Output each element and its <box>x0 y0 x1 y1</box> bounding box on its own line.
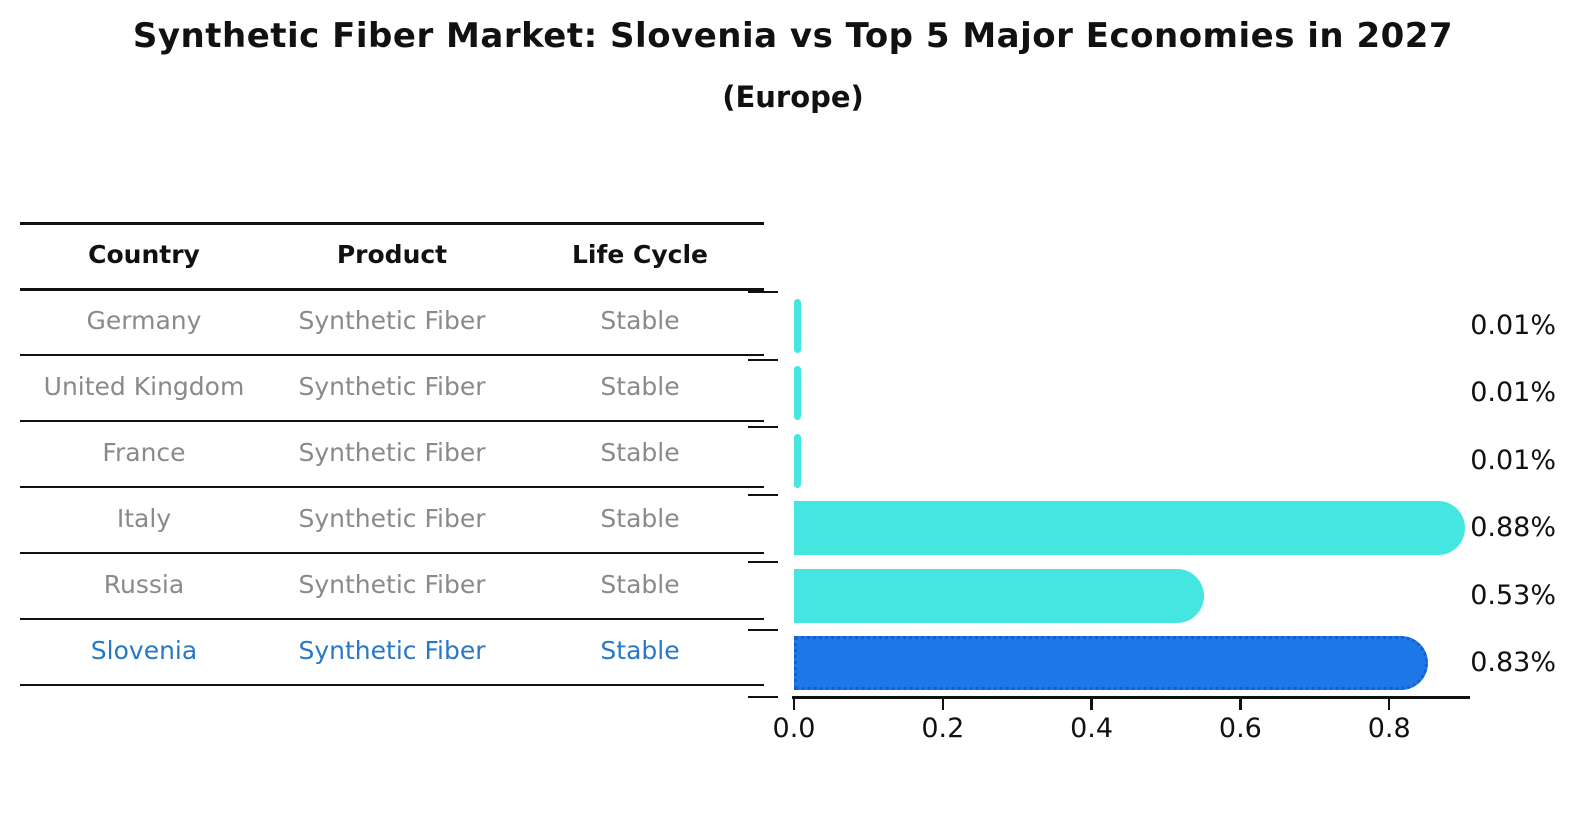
y-axis-tick <box>748 291 778 293</box>
bar-slovenia-highlighted <box>794 636 1428 691</box>
table-top-rule <box>20 222 764 225</box>
table-cell-product-united-kingdom: Synthetic Fiber <box>298 372 486 401</box>
table-row-rule <box>20 552 764 554</box>
table-cell-country-slovenia: Slovenia <box>90 636 198 665</box>
table-header-life-cycle: Life Cycle <box>571 240 709 269</box>
table-cell-life_cycle-france: Stable <box>600 438 680 467</box>
chart-subtitle: (Europe) <box>722 80 864 114</box>
table-cell-product-germany: Synthetic Fiber <box>298 306 486 335</box>
x-axis-tickmark <box>941 697 945 710</box>
table-bottom-rule <box>20 684 764 687</box>
bar-france <box>794 433 801 488</box>
x-axis-ticklabel: 0.8 <box>1367 713 1411 744</box>
table-cell-country-russia: Russia <box>103 570 185 599</box>
table-cell-country-italy: Italy <box>116 504 172 533</box>
chart-title: Synthetic Fiber Market: Slovenia vs Top … <box>132 16 1454 56</box>
x-axis-tickmark <box>1239 697 1242 710</box>
table-header-country: Country <box>88 240 200 269</box>
table-cell-product-russia: Synthetic Fiber <box>298 570 486 599</box>
x-axis-ticklabel: 0.2 <box>921 713 965 744</box>
x-axis-ticklabel: 0.0 <box>772 713 816 744</box>
x-axis-tickmark <box>1090 697 1093 710</box>
value-label-united-kingdom: 0.01% <box>1470 377 1556 409</box>
bar-germany <box>794 298 801 353</box>
value-label-slovenia: 0.83% <box>1470 647 1556 679</box>
x-axis-tickmark <box>1387 697 1391 710</box>
table-cell-life_cycle-russia: Stable <box>600 570 680 599</box>
table-cell-life_cycle-united-kingdom: Stable <box>600 372 680 401</box>
y-axis-tick <box>748 358 778 361</box>
x-axis-line <box>792 695 1470 699</box>
table-cell-country-germany: Germany <box>86 306 202 335</box>
table-row-rule <box>20 618 764 620</box>
table-header-product: Product <box>336 240 448 269</box>
x-axis-ticklabel: 0.4 <box>1070 713 1114 744</box>
table-row-rule <box>20 354 764 356</box>
table-row-rule <box>20 486 764 488</box>
table-cell-life_cycle-slovenia: Stable <box>600 636 680 665</box>
y-axis-tick <box>748 426 778 428</box>
table-cell-country-united-kingdom: United Kingdom <box>43 372 245 401</box>
value-label-russia: 0.53% <box>1470 579 1556 611</box>
table-cell-product-france: Synthetic Fiber <box>298 438 486 467</box>
y-axis-tick <box>748 493 778 496</box>
x-axis-ticklabel: 0.6 <box>1218 713 1262 744</box>
table-cell-product-italy: Synthetic Fiber <box>298 504 486 533</box>
y-axis-tick <box>748 696 778 698</box>
bar-italy <box>794 501 1465 556</box>
table-cell-life_cycle-germany: Stable <box>600 306 680 335</box>
value-label-germany: 0.01% <box>1470 309 1556 341</box>
y-axis-tick <box>748 628 778 631</box>
table-cell-life_cycle-italy: Stable <box>600 504 680 533</box>
table-header-rule <box>20 288 764 291</box>
x-axis-tickmark <box>792 697 796 710</box>
table-cell-product-slovenia: Synthetic Fiber <box>298 636 486 665</box>
table-row-rule <box>20 420 764 422</box>
y-axis-tick <box>748 561 778 563</box>
value-label-italy: 0.88% <box>1470 512 1556 544</box>
bar-russia <box>794 568 1205 623</box>
bar-united-kingdom <box>794 366 801 421</box>
value-label-france: 0.01% <box>1470 444 1556 476</box>
table-cell-country-france: France <box>102 438 186 467</box>
